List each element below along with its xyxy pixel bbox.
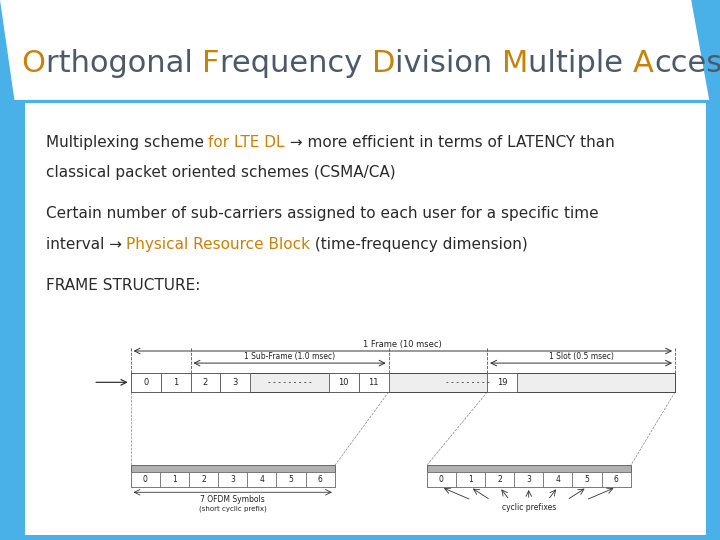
Text: 1 Frame (10 msec): 1 Frame (10 msec) <box>364 340 442 349</box>
Bar <box>427 471 456 487</box>
Bar <box>247 471 276 487</box>
Text: requency: requency <box>220 49 372 78</box>
Bar <box>485 471 514 487</box>
Polygon shape <box>0 0 709 100</box>
Text: cyclic prefixes: cyclic prefixes <box>502 503 556 512</box>
Bar <box>160 471 189 487</box>
Bar <box>456 471 485 487</box>
Text: Multiplexing scheme: Multiplexing scheme <box>45 135 209 150</box>
Text: 3: 3 <box>526 475 531 484</box>
Text: M: M <box>502 49 528 78</box>
Bar <box>130 373 161 392</box>
Text: (time-frequency dimension): (time-frequency dimension) <box>310 237 528 252</box>
Text: 2: 2 <box>201 475 206 484</box>
Bar <box>191 373 220 392</box>
Text: A: A <box>633 49 654 78</box>
Bar <box>359 373 389 392</box>
Text: 0: 0 <box>438 475 444 484</box>
Text: 5: 5 <box>289 475 294 484</box>
Text: 0: 0 <box>143 475 148 484</box>
Bar <box>487 373 517 392</box>
Bar <box>130 465 335 471</box>
Text: (short cyclic prefix): (short cyclic prefix) <box>199 505 266 512</box>
Bar <box>427 471 631 487</box>
Text: F: F <box>202 49 220 78</box>
Text: 1: 1 <box>173 378 178 387</box>
Text: 1 Slot (0.5 msec): 1 Slot (0.5 msec) <box>549 352 613 361</box>
Bar <box>427 465 631 471</box>
Bar <box>130 471 160 487</box>
Bar <box>544 471 572 487</box>
Bar <box>514 471 544 487</box>
Text: 2: 2 <box>203 378 208 387</box>
Text: O: O <box>22 49 45 78</box>
Text: 1 Sub-Frame (1.0 msec): 1 Sub-Frame (1.0 msec) <box>244 352 335 361</box>
Text: Certain number of sub-carriers assigned to each user for a specific time: Certain number of sub-carriers assigned … <box>45 206 598 221</box>
Bar <box>130 373 675 392</box>
Bar <box>220 373 251 392</box>
Bar <box>602 471 631 487</box>
Bar <box>218 471 247 487</box>
Bar <box>572 471 602 487</box>
Text: 7 OFDM Symbols: 7 OFDM Symbols <box>200 495 265 504</box>
Bar <box>161 373 191 392</box>
Text: 2: 2 <box>498 475 502 484</box>
Bar <box>130 471 335 487</box>
Text: → more efficient in terms of LATENCY than: → more efficient in terms of LATENCY tha… <box>285 135 615 150</box>
Text: 11: 11 <box>369 378 379 387</box>
Text: 4: 4 <box>555 475 560 484</box>
Text: 6: 6 <box>318 475 323 484</box>
Text: 1: 1 <box>468 475 473 484</box>
Text: D: D <box>372 49 395 78</box>
Bar <box>276 471 305 487</box>
Text: rthogonal: rthogonal <box>45 49 202 78</box>
Text: Physical Resource Block: Physical Resource Block <box>127 237 310 252</box>
Text: - - - - - - - - -: - - - - - - - - - <box>268 378 312 387</box>
Text: - - - - - - - - -: - - - - - - - - - <box>446 378 490 387</box>
Text: 0: 0 <box>143 378 148 387</box>
Text: 3: 3 <box>230 475 235 484</box>
Text: 6: 6 <box>613 475 618 484</box>
Text: 5: 5 <box>585 475 590 484</box>
Text: for LTE DL: for LTE DL <box>209 135 285 150</box>
Text: classical packet oriented schemes (CSMA/CA): classical packet oriented schemes (CSMA/… <box>45 165 395 180</box>
Text: 4: 4 <box>259 475 264 484</box>
Bar <box>189 471 218 487</box>
Bar <box>328 373 359 392</box>
Text: FRAME STRUCTURE:: FRAME STRUCTURE: <box>45 278 200 293</box>
Text: ccess: ccess <box>654 49 720 78</box>
Text: 10: 10 <box>338 378 349 387</box>
Text: interval →: interval → <box>45 237 127 252</box>
Text: 19: 19 <box>497 378 508 387</box>
Text: ivision: ivision <box>395 49 502 78</box>
Text: ultiple: ultiple <box>528 49 633 78</box>
Text: 3: 3 <box>233 378 238 387</box>
Bar <box>305 471 335 487</box>
Text: 1: 1 <box>172 475 177 484</box>
